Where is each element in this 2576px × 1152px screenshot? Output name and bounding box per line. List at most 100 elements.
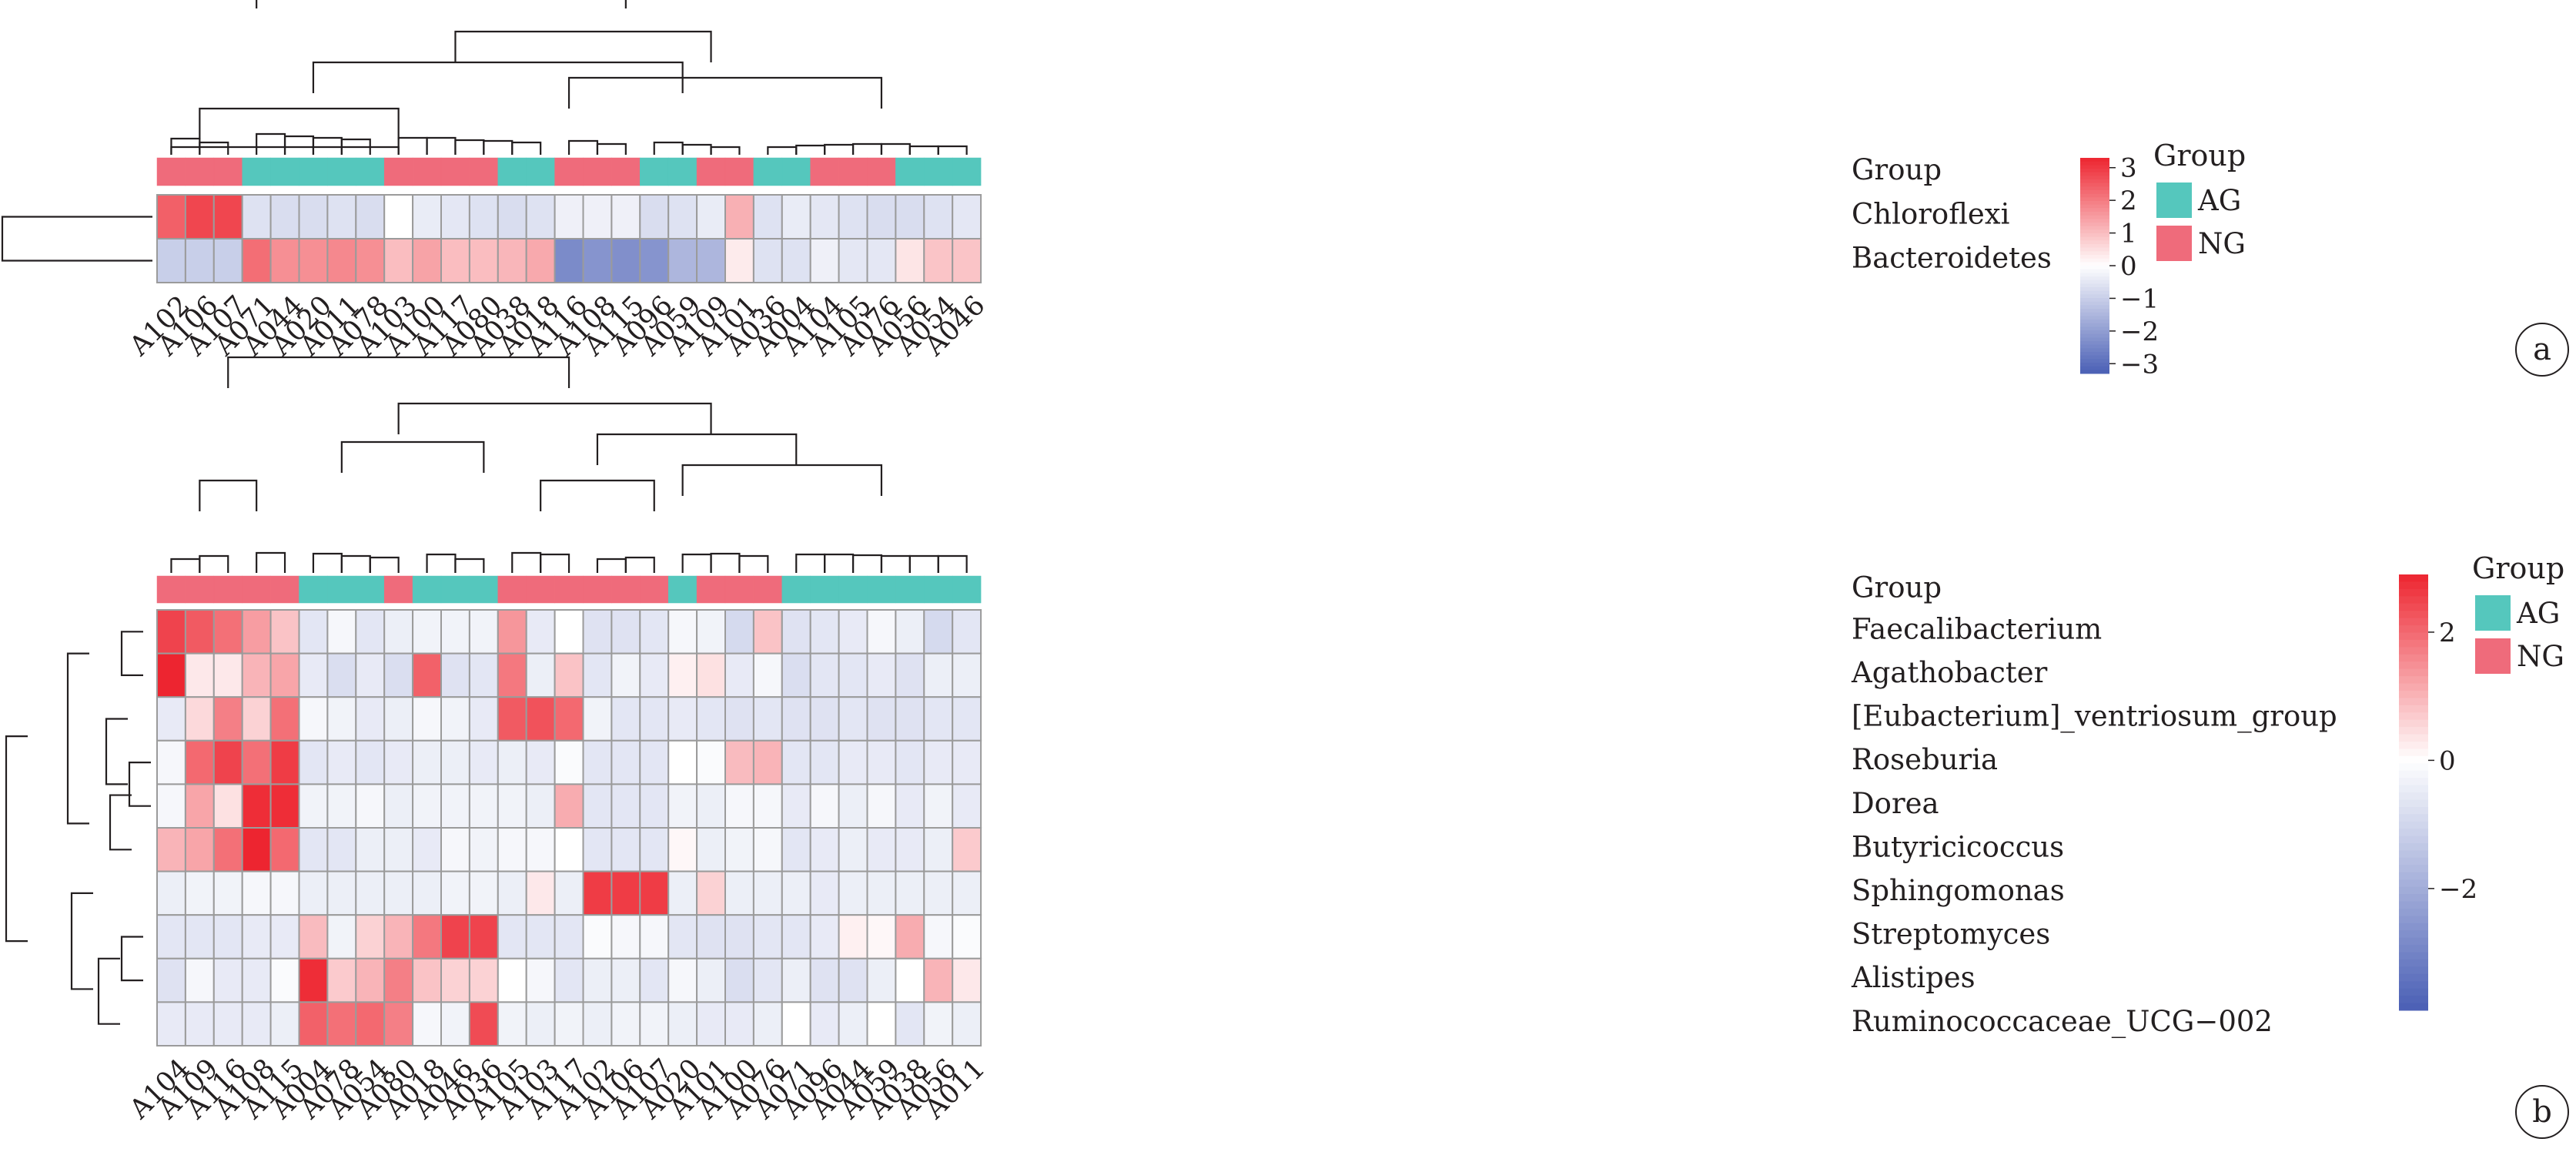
panel-a-row-labels: Chloroflexi Bacteroidetes [1852, 198, 2052, 275]
heatmap-cell-eubacterium-ventriosum-group-a102 [582, 696, 613, 742]
heatmap-cell-faecalibacterium-a018 [412, 609, 442, 655]
heatmap-cell-chloroflexi-a106 [184, 194, 215, 239]
heatmap-cell-dorea-a059 [866, 783, 897, 829]
colorbar-segment [2080, 363, 2109, 367]
group-cell-a103 [526, 575, 555, 604]
colorbar-segment [2080, 290, 2109, 295]
heatmap-cell-sphingomonas-a004 [298, 870, 329, 916]
heatmap-cell-roseburia-a096 [809, 739, 840, 785]
colorbar-segment [2399, 966, 2428, 975]
colorbar-segment [2399, 836, 2428, 844]
panel-a-column-labels: A102A106A107A071A044A020A011A078A103A100… [123, 290, 991, 363]
row-label-agathobacter: Agathobacter [1851, 656, 2048, 689]
colorbar-segment [2080, 229, 2109, 234]
heatmap-cell-chloroflexi-a071 [241, 194, 272, 239]
legend-swatch-ag [2156, 183, 2192, 218]
heatmap-cell-butyricicoccus-a056 [923, 827, 954, 872]
heatmap-cell-eubacterium-ventriosum-group-a096 [809, 696, 840, 742]
colorbar-segment [2399, 930, 2428, 939]
colorbar-segment [2399, 799, 2428, 808]
heatmap-cell-bacteroidetes-a059 [667, 238, 698, 283]
heatmap-cell-streptomyces-a004 [298, 914, 329, 959]
colorbar-segment [2080, 287, 2109, 292]
heatmap-cell-ruminococcaceae-ucg-002-a078 [326, 1001, 357, 1047]
colorbar-segment [2080, 219, 2109, 223]
dendrogram-link [426, 553, 457, 573]
heatmap-cell-chloroflexi-a107 [212, 194, 243, 239]
colorbar-segment [2399, 829, 2428, 837]
heatmap-cell-ruminococcaceae-ucg-002-a107 [639, 1001, 670, 1047]
heatmap-cell-butyricicoccus-a107 [639, 827, 670, 872]
heatmap-cell-butyricicoccus-a046 [440, 827, 470, 872]
heatmap-cell-eubacterium-ventriosum-group-a105 [497, 696, 527, 742]
heatmap-cell-butyricicoccus-a101 [696, 827, 726, 872]
heatmap-cell-streptomyces-a059 [866, 914, 897, 959]
colorbar-segment [2399, 916, 2428, 924]
group-cell-a117 [440, 157, 470, 186]
heatmap-cell-sphingomonas-a078 [326, 870, 357, 916]
heatmap-cell-agathobacter-a078 [326, 652, 357, 698]
group-cell-a101 [724, 157, 754, 186]
panel-tag-text: a [2533, 332, 2551, 367]
colorbar-segment [2080, 236, 2109, 241]
group-cell-a036 [753, 157, 783, 186]
colorbar-segment [2080, 337, 2109, 342]
heatmap-cell-alistipes-a036 [468, 957, 499, 1003]
heatmap-cell-bacteroidetes-a018 [525, 238, 556, 283]
legend-label-ag: AG [2197, 184, 2241, 217]
colorbar-segment [2399, 952, 2428, 960]
heatmap-cell-eubacterium-ventriosum-group-a078 [326, 696, 357, 742]
colorbar-segment [2080, 183, 2109, 187]
heatmap-cell-butyricicoccus-a117 [554, 827, 584, 872]
panel-tag-circle [2515, 323, 2569, 377]
colorbar-segment [2399, 1003, 2428, 1011]
heatmap-cell-ruminococcaceae-ucg-002-a100 [724, 1001, 754, 1047]
dendrogram-link [454, 30, 712, 62]
colorbar-segment [2080, 330, 2109, 335]
heatmap-cell-butyricicoccus-a059 [866, 827, 897, 872]
panel-tag-circle [2515, 1085, 2569, 1139]
heatmap-cell-roseburia-a004 [298, 739, 329, 785]
heatmap-cell-butyricicoccus-a103 [525, 827, 556, 872]
heatmap-cell-dorea-a046 [440, 783, 470, 829]
heatmap-cell-chloroflexi-a076 [866, 194, 897, 239]
heatmap-cell-faecalibacterium-a044 [838, 609, 868, 655]
heatmap-cell-roseburia-a020 [667, 739, 698, 785]
colorbar-segment [2399, 763, 2428, 772]
colorbar-segment [2399, 879, 2428, 888]
group-cell-a100 [724, 575, 754, 604]
heatmap-cell-alistipes-a096 [809, 957, 840, 1003]
group-cell-a020 [299, 157, 328, 186]
colorbar-segment [2399, 821, 2428, 829]
heatmap-cell-bacteroidetes-a036 [752, 238, 783, 283]
heatmap-cell-roseburia-a103 [525, 739, 556, 785]
heatmap-cell-bacteroidetes-a117 [440, 238, 470, 283]
heatmap-cell-bacteroidetes-a038 [497, 238, 527, 283]
heatmap-cell-alistipes-a020 [667, 957, 698, 1003]
colorbar-segment [2080, 247, 2109, 252]
heatmap-cell-chloroflexi-a004 [781, 194, 811, 239]
heatmap-cell-eubacterium-ventriosum-group-a101 [696, 696, 726, 742]
colorbar-segment [2080, 169, 2109, 173]
colorbar-segment [2080, 204, 2109, 209]
heatmap-cell-agathobacter-a100 [724, 652, 754, 698]
heatmap-cell-dorea-a018 [412, 783, 442, 829]
colorbar-segment [2399, 857, 2428, 866]
colorbar-segment [2399, 661, 2428, 670]
colorbar-segment [2080, 258, 2109, 263]
group-cell-a044 [270, 157, 299, 186]
colorbar-segment [2399, 618, 2428, 626]
legend-swatch-ng [2156, 226, 2192, 261]
heatmap-cell-sphingomonas-a104 [156, 870, 186, 916]
dendrogram-link [397, 136, 428, 155]
heatmap-cell-eubacterium-ventriosum-group-a080 [383, 696, 414, 742]
colorbar-segment [2080, 251, 2109, 256]
colorbar-segment [2080, 226, 2109, 230]
panel-a-group-bar: Group [156, 153, 1942, 186]
heatmap-cell-streptomyces-a100 [724, 914, 754, 959]
heatmap-cell-chloroflexi-a046 [952, 194, 982, 239]
panel-a-label: a [2515, 323, 2569, 377]
heatmap-cell-agathobacter-a018 [412, 652, 442, 698]
heatmap-cell-bacteroidetes-a011 [326, 238, 357, 283]
heatmap-cell-dorea-a115 [269, 783, 300, 829]
